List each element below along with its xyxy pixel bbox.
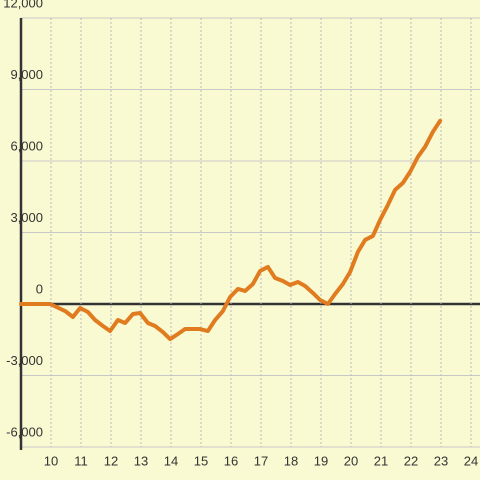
x-tick-label: 10 — [44, 453, 58, 468]
x-tick-label: 19 — [314, 453, 328, 468]
x-tick-label: 22 — [404, 453, 418, 468]
line — [19, 118, 443, 342]
x-tick-label: 15 — [194, 453, 208, 468]
x-tick-label: 20 — [344, 453, 358, 468]
x-tick-label: 12 — [104, 453, 118, 468]
x-tick-label: 21 — [374, 453, 388, 468]
x-tick-label: 24 — [464, 453, 478, 468]
x-tick-label: 23 — [434, 453, 448, 468]
y-tick-label: 3,000 — [10, 210, 43, 225]
y-tick-label: 6,000 — [10, 138, 43, 153]
x-tick-label: 11 — [74, 453, 88, 468]
x-tick-label: 14 — [164, 453, 178, 468]
x-tick-label: 17 — [254, 453, 268, 468]
y-tick-label: 0 — [36, 281, 43, 296]
y-tick-label: 12,000 — [3, 0, 43, 10]
x-tick-label: 18 — [284, 453, 298, 468]
x-tick-label: 13 — [134, 453, 148, 468]
y-tick-label: -3,000 — [6, 353, 43, 368]
y-tick-label: 9,000 — [10, 67, 43, 82]
x-tick-label: 16 — [224, 453, 238, 468]
y-tick-label: -6,000 — [6, 424, 43, 439]
